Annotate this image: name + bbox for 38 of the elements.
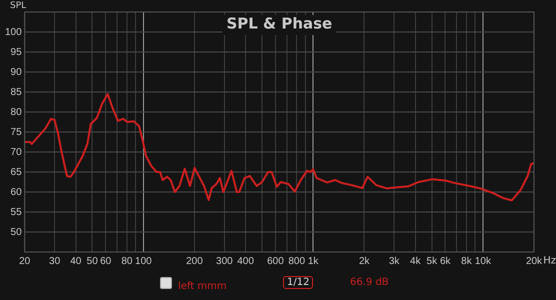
x-tick-label: 300 bbox=[216, 256, 234, 267]
x-tick-label: 8k bbox=[461, 256, 473, 267]
x-tick-label: 20 bbox=[19, 256, 31, 267]
y-tick-label: 75 bbox=[10, 126, 22, 138]
x-axis-title: Hz bbox=[543, 256, 556, 267]
text: 1/12 bbox=[283, 276, 314, 289]
y-tick-label: 80 bbox=[10, 106, 22, 118]
y-tick-label: 60 bbox=[10, 186, 22, 198]
y-tick-label: 85 bbox=[10, 86, 22, 98]
x-tick-label: 5k bbox=[426, 256, 438, 267]
x-tick-label: 4k bbox=[410, 256, 422, 267]
y-tick-label: 50 bbox=[10, 226, 22, 238]
x-tick-label: 30 bbox=[49, 256, 61, 267]
x-tick-label: 60 bbox=[100, 256, 112, 267]
y-tick-label: 90 bbox=[10, 66, 22, 78]
x-tick-label: 50 bbox=[86, 256, 98, 267]
x-tick-label: 40 bbox=[70, 256, 82, 267]
x-tick-label: 600 bbox=[267, 256, 284, 267]
x-tick-label: 6k bbox=[440, 256, 452, 267]
y-tick-label: 100 bbox=[4, 26, 22, 38]
text: left mmm bbox=[178, 281, 227, 292]
x-tick-label: 800 bbox=[288, 256, 306, 267]
y-tick-label: 95 bbox=[10, 46, 22, 58]
x-tick-label: 2k bbox=[358, 256, 371, 267]
text: 66.9 dB bbox=[350, 277, 389, 288]
x-tick-label: 400 bbox=[237, 256, 254, 267]
x-tick-label: 3k bbox=[388, 256, 400, 267]
y-tick-label: 65 bbox=[10, 166, 22, 178]
x-tick-label: 80 bbox=[121, 256, 133, 267]
y-tick-label: 70 bbox=[10, 146, 22, 158]
x-tick-label: 10k bbox=[474, 256, 492, 267]
y-tick-label: 55 bbox=[10, 206, 22, 218]
x-tick-label: 20k bbox=[526, 256, 544, 267]
chart-title: SPL & Phase bbox=[226, 14, 332, 32]
x-tick-label: 1k bbox=[308, 256, 320, 267]
y-axis-title: SPL bbox=[10, 0, 26, 11]
x-tick-label: 200 bbox=[186, 256, 204, 267]
x-tick-label: 100 bbox=[135, 256, 152, 267]
